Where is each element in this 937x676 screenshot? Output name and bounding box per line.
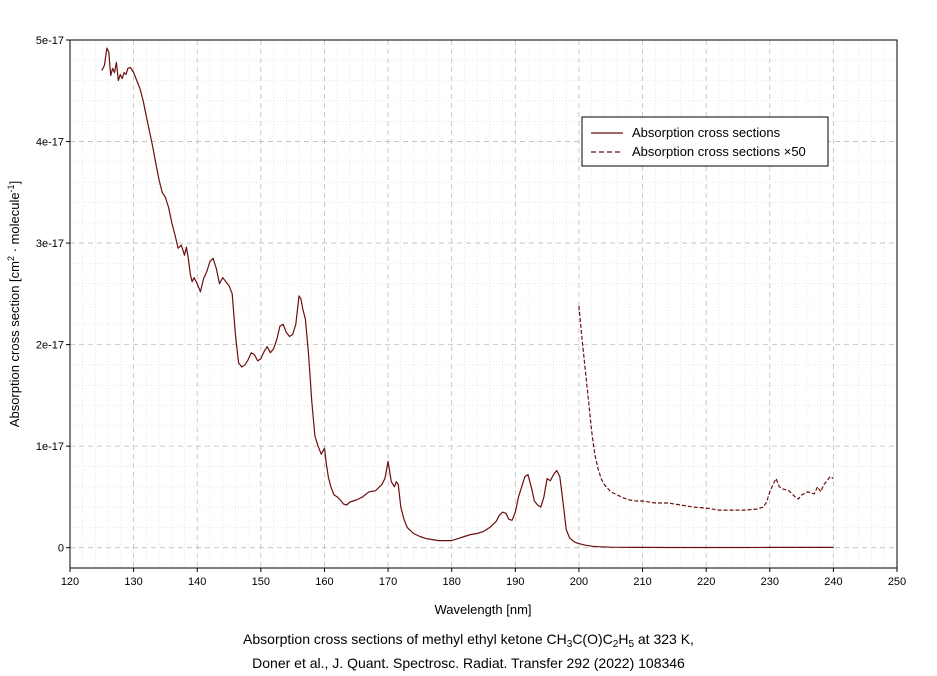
x-tick-label: 220 (697, 576, 715, 588)
x-tick-label: 180 (443, 576, 461, 588)
caption-sub-3: 5 (628, 639, 634, 650)
x-axis: 120 130 140 150 160 170 180 190 200 210 220 230 240 2… (61, 568, 906, 588)
x-tick-label: 200 (570, 576, 588, 588)
plot-frame (69, 39, 898, 569)
caption-line-1: Absorption cross sections of methyl ethy… (0, 629, 937, 650)
y-tick-label: 5e-17 (36, 35, 64, 47)
caption-suffix: at 323 K, (634, 631, 694, 647)
caption-prefix: Absorption cross sections of methyl ethy… (243, 631, 567, 647)
y-axis-label-main: Absorption cross section [cm (7, 261, 22, 427)
x-tick-label: 210 (633, 576, 651, 588)
legend-box (581, 116, 829, 167)
y-axis-label: Absorption cross section [cm2 · molecule… (6, 181, 22, 427)
y-tick-label: 3e-17 (36, 238, 64, 250)
caption-sub-2: 2 (612, 639, 619, 650)
x-tick-label: 150 (252, 576, 270, 588)
y-axis-label-sup2: -1 (6, 184, 16, 192)
y-tick-label: 2e-17 (36, 340, 64, 352)
x-tick-label: 170 (379, 576, 397, 588)
x-axis-label: Wavelength [nm] (434, 602, 531, 617)
legend: Absorption cross sections Absorption cro… (581, 116, 829, 167)
y-axis-label-mid: · molecule (7, 192, 22, 256)
y-tick-label: 4e-17 (36, 137, 64, 149)
series-line-1 (578, 305, 834, 511)
legend-label-solid: Absorption cross sections (632, 125, 781, 140)
series-line-0 (101, 47, 834, 549)
x-tick-label: 160 (315, 576, 333, 588)
y-tick-label: 1e-17 (36, 441, 64, 453)
y-axis: 0 1e-17 2e-17 3e-17 4e-17 5e-17 (36, 35, 70, 555)
series-layer (101, 47, 834, 549)
x-tick-label: 120 (61, 576, 79, 588)
x-tick-label: 230 (761, 576, 779, 588)
x-tick-label: 190 (506, 576, 524, 588)
legend-label-dashed: Absorption cross sections ×50 (632, 144, 806, 159)
x-tick-label: 250 (888, 576, 906, 588)
y-axis-label-end: ] (7, 181, 22, 185)
x-tick-label: 140 (188, 576, 206, 588)
caption-line-2: Doner et al., J. Quant. Spectrosc. Radia… (252, 655, 685, 671)
y-axis-label-sup1: 2 (6, 256, 16, 261)
caption-mid-2: H (618, 631, 629, 647)
x-tick-label: 240 (824, 576, 842, 588)
y-tick-label: 0 (58, 543, 64, 555)
x-tick-label: 130 (124, 576, 142, 588)
caption-mid-1: C(O)C (572, 631, 613, 647)
caption-sub-1: 3 (566, 639, 573, 650)
